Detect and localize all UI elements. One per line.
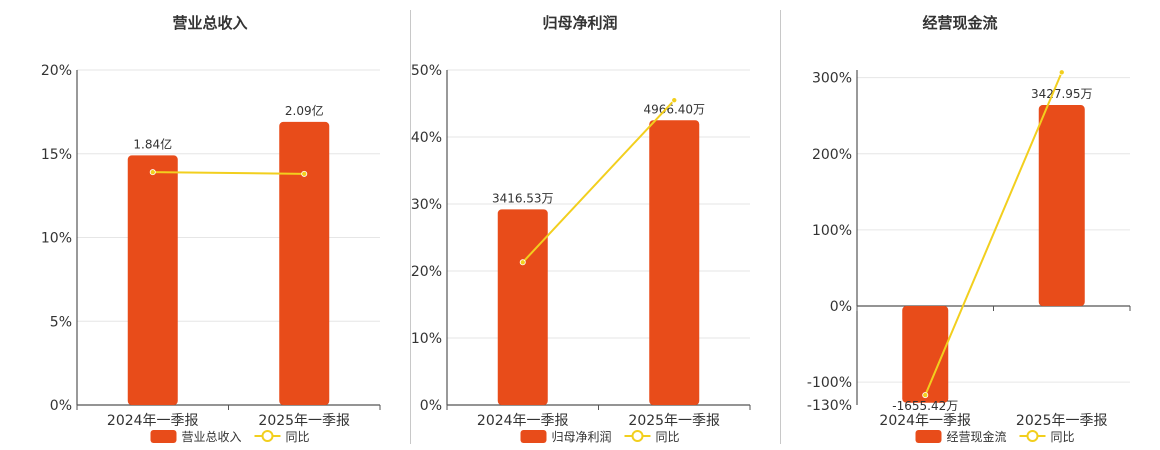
legend-line-label: 同比 — [286, 430, 310, 444]
y-tick-label: 0% — [420, 398, 442, 414]
yoy-point — [149, 169, 156, 176]
cash-flow-chart-svg: 经营现金流 -130% -100% 0% 100% 200% 300% -1655.42万 34… — [807, 14, 1131, 444]
bar-value-label: 2.09亿 — [285, 103, 324, 118]
y-tick-label: 0% — [830, 299, 852, 315]
legend-bar-label: 营业总收入 — [182, 430, 242, 444]
x-category-label: 2025年一季报 — [1016, 413, 1108, 429]
y-tick-label: 30% — [411, 197, 442, 213]
revenue-chart-svg: 营业总收入 0% 5% 10% 15% 20% 1.84亿 2.09亿 2024年一季报 2025… — [41, 14, 381, 444]
y-tick-label: 20% — [411, 264, 442, 280]
yoy-line — [522, 99, 675, 263]
bar — [127, 155, 178, 405]
y-tick-label: 10% — [41, 231, 72, 247]
bar-value-label: 4966.40万 — [643, 102, 705, 116]
bar-value-label: 3416.53万 — [492, 191, 554, 205]
y-tick-label: 300% — [812, 71, 852, 87]
panel-divider — [780, 10, 781, 444]
bar — [1038, 105, 1085, 307]
legend-bar-label: 归母净利润 — [552, 430, 612, 444]
yoy-line — [924, 71, 1063, 396]
y-tick-label: 0% — [50, 398, 72, 414]
legend-line-marker — [1026, 430, 1039, 442]
bar — [649, 120, 700, 405]
y-tick-label: 15% — [41, 147, 72, 163]
chart-panel-net-profit: 归母净利润 0% 10% 20% 30% 40% 50% 3416.53万 4966.40万 20… — [370, 0, 770, 450]
chart-panel-cash-flow: 经营现金流 -130% -100% 0% 100% 200% 300% -1655.42万 34… — [755, 0, 1155, 450]
bar — [279, 121, 330, 406]
legend-line-marker — [261, 430, 274, 442]
y-tick-label: 100% — [812, 223, 852, 239]
yoy-point — [1058, 69, 1065, 76]
yoy-point — [519, 259, 526, 266]
bar — [902, 306, 949, 403]
y-tick-label: 200% — [812, 147, 852, 163]
y-tick-label: 50% — [411, 63, 442, 79]
chart-title: 归母净利润 — [542, 14, 617, 32]
x-category-label: 2024年一季报 — [879, 413, 971, 429]
legend-bar-label: 经营现金流 — [947, 429, 1007, 444]
y-tick-label: 20% — [41, 63, 72, 79]
bar — [497, 209, 548, 405]
net-profit-chart-svg: 归母净利润 0% 10% 20% 30% 40% 50% 3416.53万 4966.40万 20… — [411, 14, 751, 444]
legend-bar-swatch — [520, 430, 547, 443]
yoy-point — [671, 97, 678, 104]
legend-line-marker — [631, 430, 644, 442]
y-tick-label: 40% — [411, 130, 442, 146]
bar-value-label: 1.84亿 — [133, 136, 172, 151]
panel-divider — [410, 10, 411, 444]
chart-title: 营业总收入 — [172, 14, 247, 32]
bar-value-label: -1655.42万 — [892, 399, 958, 413]
y-tick-label: 5% — [50, 314, 72, 330]
bar-value-label: 3427.95万 — [1031, 87, 1093, 101]
x-category-label: 2025年一季报 — [258, 413, 350, 429]
legend-bar-swatch — [915, 430, 942, 443]
yoy-point — [922, 392, 929, 399]
legend-bar-swatch — [150, 430, 177, 443]
yoy-point — [301, 170, 308, 177]
legend-line-label: 同比 — [656, 430, 680, 444]
y-tick-label: -100% — [807, 375, 852, 391]
y-tick-label: -130% — [807, 398, 852, 414]
x-category-label: 2025年一季报 — [628, 413, 720, 429]
x-category-label: 2024年一季报 — [477, 413, 569, 429]
chart-title: 经营现金流 — [922, 14, 997, 32]
chart-panel-revenue: 营业总收入 0% 5% 10% 15% 20% 1.84亿 2.09亿 2024年一季报 2025… — [0, 0, 400, 450]
yoy-line — [152, 171, 305, 175]
legend-line-label: 同比 — [1051, 430, 1075, 444]
y-tick-label: 10% — [411, 331, 442, 347]
x-category-label: 2024年一季报 — [107, 413, 199, 429]
